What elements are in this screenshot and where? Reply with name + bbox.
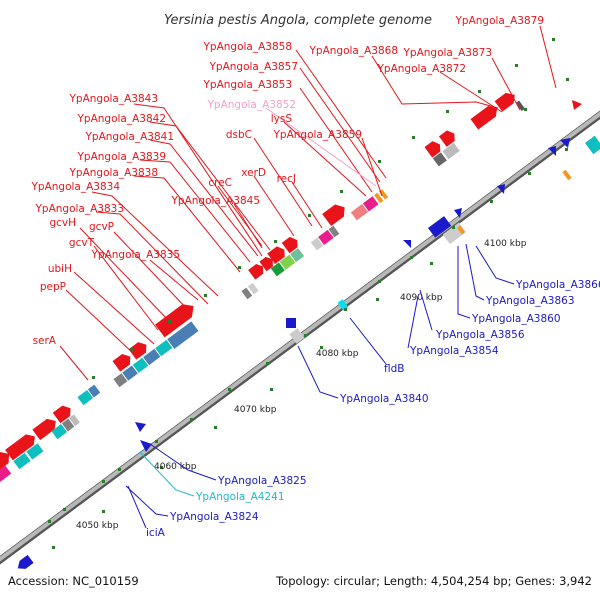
tick-labels: 4050 kbp 4060 kbp 4070 kbp 4080 kbp 4090… bbox=[76, 239, 527, 531]
gene-block bbox=[470, 92, 525, 130]
gene-label: YpAngola_A3833 bbox=[34, 203, 124, 215]
gene-label: serA bbox=[33, 335, 57, 347]
gene-label: xerD bbox=[241, 167, 266, 179]
gene-label: YpAngola_A3845 bbox=[170, 195, 260, 207]
gene-arrow bbox=[497, 184, 505, 194]
top-leader-lines bbox=[59, 25, 557, 381]
gene-label: YpAngola_A3857 bbox=[208, 61, 298, 73]
leader-line-rna bbox=[139, 451, 195, 497]
gene-label-pseudo: YpAngola_A3852 bbox=[206, 99, 296, 111]
bottom-leader-lines bbox=[125, 243, 515, 529]
gene-label: YpAngola_A3824 bbox=[169, 511, 259, 523]
tick-label: 4100 kbp bbox=[484, 239, 527, 249]
gene-label: YpAngola_A3868 bbox=[308, 45, 398, 57]
tick-label: 4090 kbp bbox=[400, 293, 443, 303]
gene-block bbox=[289, 328, 305, 344]
gene-arrow bbox=[548, 146, 556, 156]
gene-label: YpAngola_A3860 bbox=[471, 313, 561, 325]
gene-block bbox=[562, 169, 572, 181]
tick-label: 4070 kbp bbox=[234, 405, 277, 415]
gene-label: YpAngola_A3863 bbox=[485, 295, 575, 307]
gene-label: YpAngola_A3835 bbox=[90, 249, 180, 261]
gene-label: YpAngola_A3872 bbox=[376, 63, 466, 75]
gc-dots bbox=[48, 38, 569, 549]
gene-block bbox=[241, 256, 273, 300]
gene-arrow bbox=[454, 208, 462, 218]
gene-label: fldB bbox=[384, 363, 404, 375]
gene-block bbox=[310, 204, 345, 251]
gene-label: YpAngola_A3859 bbox=[272, 129, 362, 141]
gene-label: gcvP bbox=[89, 221, 114, 233]
gene-label: YpAngola_A3841 bbox=[84, 131, 174, 143]
gene-label: gcvH bbox=[49, 217, 76, 229]
gene-label: YpAngola_A3853 bbox=[202, 79, 292, 91]
gene-block bbox=[267, 236, 305, 277]
gene-label: recJ bbox=[277, 173, 296, 185]
gene-block bbox=[17, 554, 34, 569]
gene-label: creC bbox=[208, 177, 232, 189]
gene-block bbox=[585, 135, 600, 155]
gene-label: YpAngola_A3834 bbox=[30, 181, 120, 193]
gene-label: gcvT bbox=[69, 237, 95, 249]
gene-label: pepP bbox=[40, 281, 66, 293]
leader-line-pseudo bbox=[265, 107, 377, 187]
gene-arrow bbox=[140, 440, 152, 452]
reverse-strand-genes bbox=[17, 135, 600, 569]
gene-label: YpAngola_A3843 bbox=[68, 93, 158, 105]
gene-arrow bbox=[572, 100, 582, 110]
gene-arrow bbox=[286, 318, 296, 328]
gene-label: dsbC bbox=[226, 129, 252, 141]
gene-block bbox=[77, 384, 101, 406]
genome-stats-text: Topology: circular; Length: 4,504,254 bp… bbox=[275, 574, 592, 588]
bottom-labels: YpAngola_A3866 YpAngola_A3863 YpAngola_A… bbox=[146, 279, 600, 539]
gene-label: YpAngola_A3858 bbox=[202, 41, 292, 53]
gene-block bbox=[5, 418, 56, 470]
forward-strand-genes bbox=[0, 92, 582, 482]
gene-block bbox=[337, 299, 349, 311]
gene-label: YpAngola_A3840 bbox=[339, 393, 429, 405]
gene-label: YpAngola_A3873 bbox=[402, 47, 492, 59]
tick-label: 4080 kbp bbox=[316, 349, 359, 359]
gene-block bbox=[350, 189, 389, 221]
gene-label: YpAngola_A3879 bbox=[454, 15, 544, 27]
gene-block bbox=[51, 405, 80, 440]
gene-label: YpAngola_A3825 bbox=[217, 475, 307, 487]
gene-label: YpAngola_A3854 bbox=[409, 345, 499, 357]
gene-label: YpAngola_A3839 bbox=[76, 151, 166, 163]
accession-text: Accession: NC_010159 bbox=[8, 574, 139, 588]
tick-label: 4050 kbp bbox=[76, 521, 119, 531]
map-title: Yersinia pestis Angola, complete genome bbox=[164, 13, 432, 28]
top-labels: YpAngola_A3879 YpAngola_A3858 YpAngola_A… bbox=[30, 15, 544, 347]
gene-label: lysS bbox=[271, 113, 293, 125]
gene-block bbox=[112, 304, 199, 388]
gene-arrow bbox=[135, 422, 146, 432]
gene-label: YpAngola_A3842 bbox=[76, 113, 166, 125]
gene-arrow bbox=[560, 138, 570, 148]
gene-block bbox=[457, 225, 465, 235]
gene-arrow bbox=[403, 240, 411, 248]
gene-block bbox=[424, 130, 460, 167]
gene-label: iciA bbox=[146, 527, 166, 539]
gene-block bbox=[0, 452, 12, 482]
gene-label: YpAngola_A3866 bbox=[515, 279, 600, 291]
gene-label-rna: YpAngola_A4241 bbox=[195, 491, 285, 503]
gene-label: ubiH bbox=[48, 263, 72, 275]
tick-label: 4060 kbp bbox=[154, 462, 197, 472]
gene-label: YpAngola_A3856 bbox=[435, 329, 525, 341]
gene-label: YpAngola_A3838 bbox=[68, 167, 158, 179]
